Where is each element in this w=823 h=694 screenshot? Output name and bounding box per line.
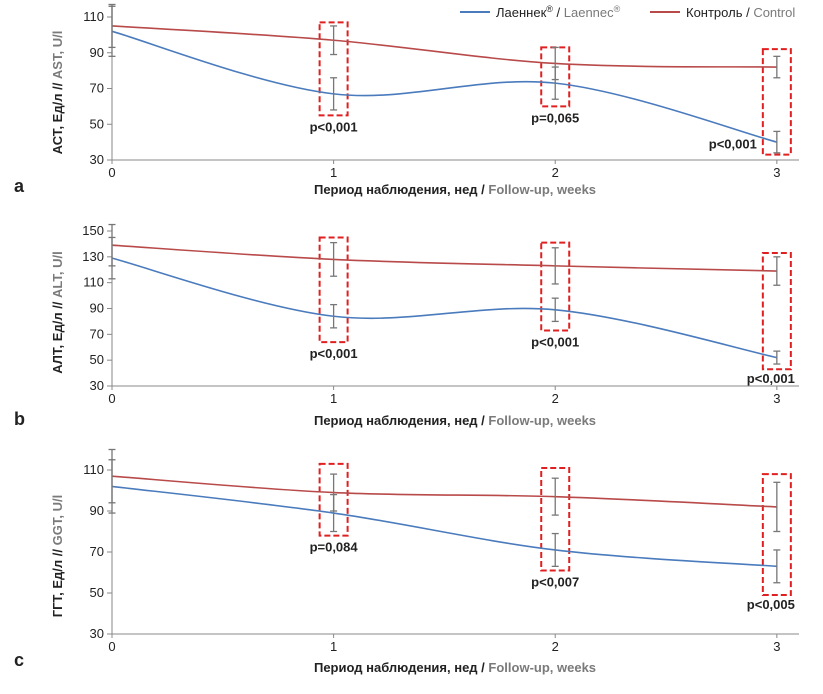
- x-tick-label: 1: [330, 391, 337, 406]
- x-axis-label: Период наблюдения, нед / Follow-up, week…: [314, 182, 596, 197]
- p-value-label: p<0,001: [709, 137, 757, 152]
- series-line-laennec: [111, 30, 778, 143]
- panel-b: 30 50 70 90 110 130 150 0 1 2 3 АЛТ, Ед/л // ALT, U…: [14, 223, 799, 429]
- panel-letter: a: [14, 176, 25, 196]
- series-line-control: [111, 244, 777, 272]
- error-bar-control: [551, 477, 559, 516]
- x-tick-label: 0: [108, 639, 115, 654]
- y-tick-label: 70: [90, 81, 104, 96]
- y-axis-label: АСТ, Ед/л // AST, U/l: [50, 31, 65, 155]
- highlight-box: [761, 251, 792, 371]
- legend: Лаеннек® / Laennec® Контроль / Control: [460, 4, 795, 20]
- x-tick-label: 0: [108, 391, 115, 406]
- series-line-laennec: [111, 485, 777, 568]
- x-axis-label: Период наблюдения, нед / Follow-up, week…: [314, 660, 596, 675]
- error-bar-laennec: [551, 532, 559, 567]
- y-tick-label: 50: [90, 352, 104, 367]
- y-tick-label: 110: [83, 9, 104, 24]
- error-bar-laennec: [773, 549, 781, 584]
- x-tick-label: 2: [552, 639, 559, 654]
- error-bar-control: [330, 473, 338, 512]
- series-line-control: [111, 25, 777, 68]
- highlight-box: [540, 466, 571, 572]
- error-bar-control: [108, 223, 116, 267]
- y-tick-label: 30: [90, 378, 104, 393]
- highlight-box: [540, 241, 571, 332]
- x-tick-label: 2: [552, 165, 559, 180]
- error-bar-control: [330, 241, 338, 277]
- x-axis-label: Период наблюдения, нед / Follow-up, week…: [314, 413, 596, 428]
- y-axis-label: АЛТ, Ед/л // ALT, U/l: [50, 251, 65, 373]
- y-tick-label: 130: [82, 249, 104, 264]
- panel-letter: b: [14, 409, 25, 429]
- p-value-label: p<0,007: [531, 574, 579, 589]
- highlight-box: [761, 48, 792, 156]
- y-tick-label: 110: [83, 462, 104, 477]
- error-bar-laennec: [551, 297, 559, 323]
- p-value-label: p=0,084: [310, 540, 359, 555]
- p-value-label: p<0,001: [310, 119, 358, 134]
- x-tick-label: 3: [773, 165, 780, 180]
- highlight-box: [761, 473, 792, 597]
- error-bar-laennec: [773, 350, 781, 365]
- highlight-box: [318, 21, 349, 117]
- y-tick-label: 70: [90, 544, 104, 559]
- y-tick-label: 70: [90, 326, 104, 341]
- error-bar-laennec: [330, 303, 338, 329]
- panel-a: 30 50 70 90 110 0 1 2 3 АСТ, Ед/л // AST, U/l Пери…: [14, 3, 799, 197]
- error-bar-control: [108, 448, 116, 504]
- error-bar-control: [108, 3, 116, 49]
- p-value-label: p=0,065: [531, 110, 579, 125]
- x-tick-label: 1: [330, 165, 337, 180]
- y-tick-label: 30: [90, 626, 104, 641]
- y-tick-label: 150: [82, 223, 104, 238]
- legend-label-laennec: Лаеннек® / Laennec®: [496, 4, 621, 20]
- highlight-box: [318, 236, 349, 344]
- y-tick-label: 110: [83, 275, 104, 290]
- p-value-label: p<0,001: [747, 371, 795, 386]
- highlight-box: [318, 462, 349, 537]
- y-tick-label: 90: [90, 301, 104, 316]
- series-line-laennec: [111, 257, 778, 359]
- x-tick-label: 2: [552, 391, 559, 406]
- y-tick-label: 90: [90, 503, 104, 518]
- y-tick-label: 50: [90, 585, 104, 600]
- y-tick-label: 90: [90, 45, 104, 60]
- y-tick-label: 50: [90, 116, 104, 131]
- legend-label-control: Контроль / Control: [686, 5, 795, 20]
- error-bar-laennec: [773, 130, 781, 154]
- series-line-control: [111, 475, 777, 508]
- error-bar-laennec: [330, 77, 338, 111]
- panel-c: 30 50 70 90 110 0 1 2 3 ГГТ, Ед/л // GGT, U/l Пери…: [14, 448, 799, 675]
- p-value-label: p<0,005: [747, 597, 795, 612]
- y-tick-label: 30: [90, 152, 104, 167]
- p-value-label: p<0,001: [310, 346, 358, 361]
- x-tick-label: 0: [108, 165, 115, 180]
- p-value-label: p<0,001: [531, 334, 579, 349]
- error-bar-control: [773, 481, 781, 533]
- error-bar-control: [551, 46, 559, 81]
- y-axis-label: ГГТ, Ед/л // GGT, U/l: [50, 495, 65, 617]
- error-bar-control: [330, 25, 338, 56]
- x-tick-label: 3: [773, 639, 780, 654]
- error-bar-control: [551, 247, 559, 285]
- x-tick-label: 3: [773, 391, 780, 406]
- error-bar-control: [773, 256, 781, 286]
- error-bar-control: [773, 55, 781, 79]
- x-tick-label: 1: [330, 639, 337, 654]
- panel-letter: c: [14, 650, 24, 670]
